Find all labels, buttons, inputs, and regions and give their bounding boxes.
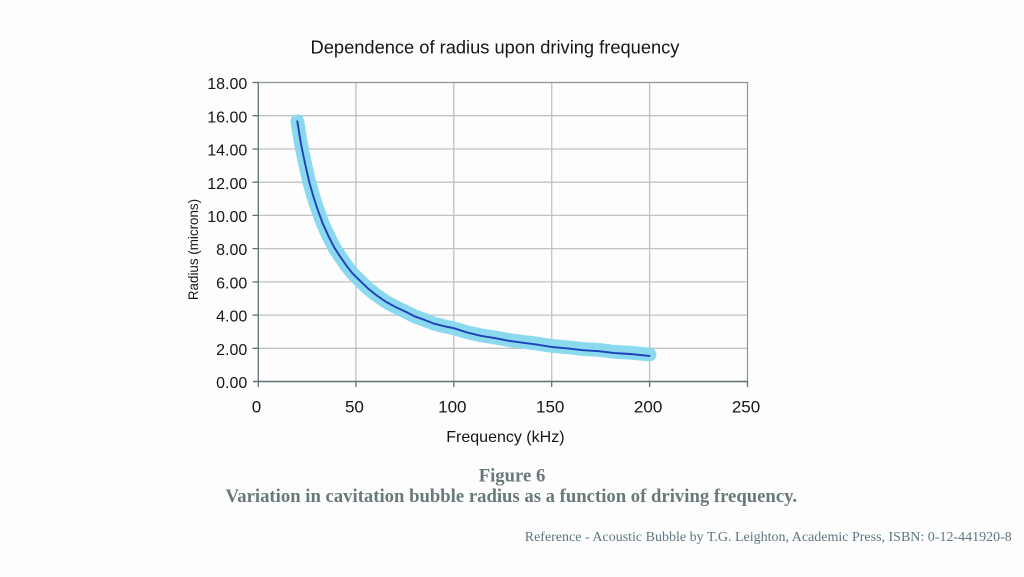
svg-text:Reference - Acoustic Bubble by: Reference - Acoustic Bubble by T.G. Leig… (525, 530, 1012, 545)
svg-text:200: 200 (634, 398, 662, 417)
svg-text:150: 150 (536, 398, 564, 417)
svg-text:100: 100 (438, 398, 466, 417)
svg-text:Dependence of radius upon driv: Dependence of radius upon driving freque… (311, 36, 681, 57)
svg-text:Radius (microns): Radius (microns) (186, 199, 201, 300)
svg-text:6.00: 6.00 (216, 276, 247, 293)
svg-text:2.00: 2.00 (216, 342, 247, 359)
svg-text:Frequency (kHz): Frequency (kHz) (446, 429, 564, 446)
svg-text:8.00: 8.00 (216, 242, 247, 259)
svg-text:18.00: 18.00 (207, 76, 247, 93)
svg-text:14.00: 14.00 (207, 143, 247, 160)
svg-text:4.00: 4.00 (216, 309, 247, 326)
svg-text:0: 0 (252, 398, 261, 417)
svg-text:250: 250 (732, 398, 760, 417)
svg-text:0.00: 0.00 (216, 375, 247, 392)
svg-text:Variation in cavitation bubble: Variation in cavitation bubble radius as… (225, 486, 797, 507)
svg-text:50: 50 (345, 398, 364, 417)
svg-text:Figure 6: Figure 6 (479, 466, 546, 487)
svg-text:16.00: 16.00 (207, 109, 247, 126)
svg-text:12.00: 12.00 (207, 176, 247, 193)
svg-text:10.00: 10.00 (207, 209, 247, 226)
